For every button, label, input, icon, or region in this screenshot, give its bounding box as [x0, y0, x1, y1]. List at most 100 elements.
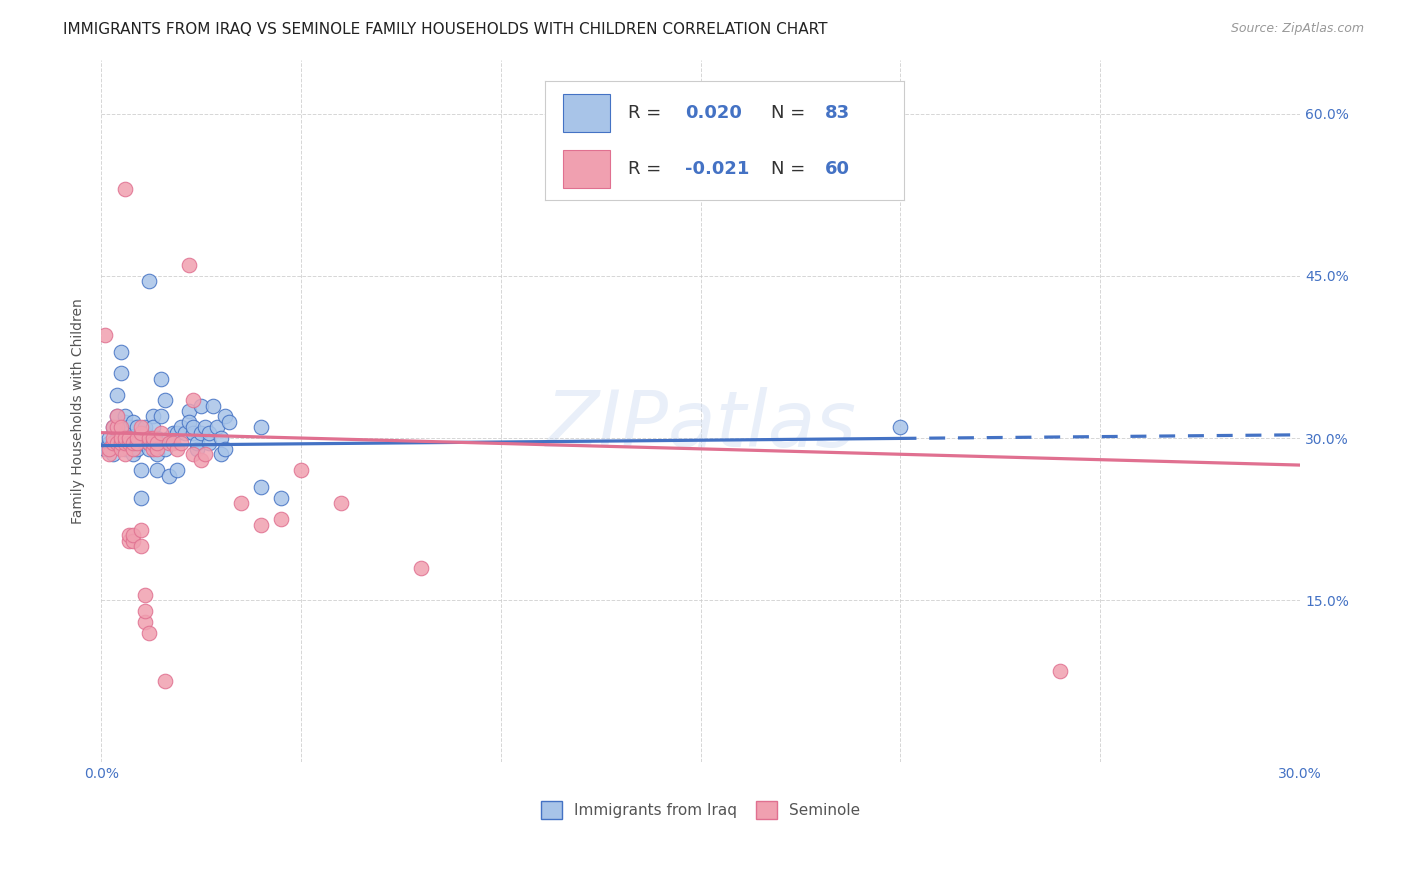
Point [127, 431, 149, 445]
Point [129, 436, 152, 450]
Point [94, 328, 117, 343]
Point [889, 420, 911, 434]
Point [150, 425, 173, 440]
Point [205, 420, 228, 434]
Point [198, 425, 221, 440]
Point [181, 393, 204, 408]
Point [118, 528, 141, 542]
Point [105, 409, 128, 424]
Point [229, 496, 252, 510]
Point [409, 561, 432, 575]
Point [114, 415, 136, 429]
Point [157, 436, 180, 450]
Point [118, 420, 141, 434]
Point [122, 533, 145, 548]
Point [122, 447, 145, 461]
Point [114, 436, 136, 450]
Point [105, 388, 128, 402]
Point [129, 420, 152, 434]
Text: ZIPatlas: ZIPatlas [546, 387, 856, 463]
Point [122, 436, 145, 450]
Point [118, 436, 141, 450]
Point [103, 420, 125, 434]
Point [103, 447, 125, 461]
Point [186, 436, 208, 450]
Point [118, 442, 141, 456]
Y-axis label: Family Households with Children: Family Households with Children [72, 298, 86, 524]
Point [105, 420, 128, 434]
Point [146, 442, 169, 456]
Point [214, 442, 236, 456]
Point [166, 463, 188, 477]
Point [194, 447, 217, 461]
Point [114, 409, 136, 424]
Point [114, 182, 136, 196]
Point [166, 442, 188, 456]
Point [157, 469, 180, 483]
Text: Source: ZipAtlas.com: Source: ZipAtlas.com [1230, 22, 1364, 36]
Point [122, 436, 145, 450]
Point [138, 431, 160, 445]
Point [103, 431, 125, 445]
Point [142, 442, 165, 456]
Point [94, 442, 117, 456]
Point [181, 425, 204, 440]
Point [142, 420, 165, 434]
Point [103, 436, 125, 450]
Point [162, 425, 184, 440]
Point [110, 431, 132, 445]
Point [114, 442, 136, 456]
Point [179, 415, 201, 429]
Point [198, 436, 221, 450]
Point [209, 431, 232, 445]
Point [150, 409, 173, 424]
Point [103, 436, 125, 450]
Point [118, 533, 141, 548]
Point [166, 425, 188, 440]
Point [179, 404, 201, 418]
Point [138, 436, 160, 450]
Point [330, 496, 353, 510]
Point [122, 528, 145, 542]
Point [146, 431, 169, 445]
Point [1049, 664, 1071, 678]
Point [218, 415, 240, 429]
Text: IMMIGRANTS FROM IRAQ VS SEMINOLE FAMILY HOUSEHOLDS WITH CHILDREN CORRELATION CHA: IMMIGRANTS FROM IRAQ VS SEMINOLE FAMILY … [63, 22, 828, 37]
Point [98, 436, 121, 450]
Point [270, 512, 292, 526]
Point [250, 480, 273, 494]
Point [153, 442, 176, 456]
Point [127, 420, 149, 434]
Point [105, 409, 128, 424]
Point [194, 420, 217, 434]
Point [181, 447, 204, 461]
Point [103, 420, 125, 434]
Point [105, 436, 128, 450]
Point [98, 431, 121, 445]
Point [150, 436, 173, 450]
Point [138, 442, 160, 456]
Point [290, 463, 312, 477]
Point [118, 425, 141, 440]
Point [122, 442, 145, 456]
Point [129, 463, 152, 477]
Point [142, 409, 165, 424]
Point [110, 420, 132, 434]
Point [127, 431, 149, 445]
Point [138, 274, 160, 288]
Point [170, 436, 193, 450]
Point [190, 399, 212, 413]
Point [190, 452, 212, 467]
Point [110, 436, 132, 450]
Point [138, 625, 160, 640]
Point [153, 674, 176, 689]
Point [214, 409, 236, 424]
Point [127, 436, 149, 450]
Point [250, 420, 273, 434]
Point [134, 420, 156, 434]
Point [146, 436, 169, 450]
Point [110, 436, 132, 450]
Point [110, 442, 132, 456]
Point [98, 442, 121, 456]
Point [129, 425, 152, 440]
